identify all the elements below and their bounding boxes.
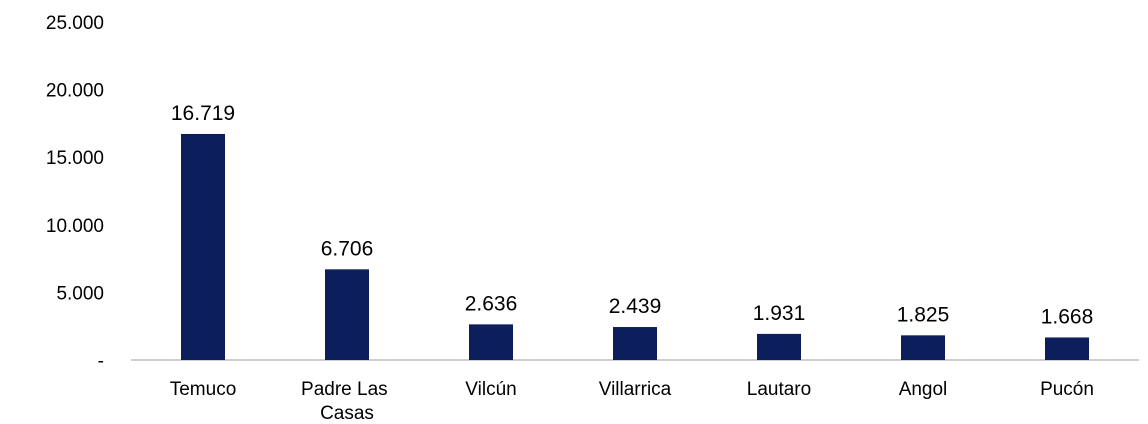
x-tick-label: Padre Las Casas (301, 379, 393, 424)
x-tick-label: Vilcún (465, 379, 516, 400)
value-label: 2.439 (609, 295, 662, 318)
x-tick-label: Temuco (170, 379, 237, 400)
value-label: 16.719 (171, 102, 235, 125)
y-tick-label: - (98, 351, 104, 372)
y-tick-label: 15.000 (46, 148, 104, 169)
value-label: 1.668 (1041, 305, 1094, 328)
label-line: Padre Las (301, 379, 393, 400)
bar (325, 269, 369, 360)
bar (613, 327, 657, 360)
bar (901, 335, 945, 360)
y-tick-label: 20.000 (46, 81, 104, 102)
x-tick-label: Lautaro (747, 379, 811, 400)
bar (181, 133, 225, 360)
value-label: 2.636 (465, 292, 518, 315)
x-tick-label: Pucón (1040, 379, 1094, 400)
x-tick-label: Angol (899, 379, 948, 400)
label-line: Casas (320, 403, 374, 424)
x-tick-label: Villarrica (599, 379, 672, 400)
value-label: 1.825 (897, 303, 950, 326)
y-tick-label: 5.000 (56, 283, 104, 304)
bar (757, 333, 801, 360)
y-tick-label: 25.000 (46, 13, 104, 34)
value-label: 1.931 (753, 302, 806, 325)
bar (1045, 337, 1089, 360)
value-label: 6.706 (321, 237, 374, 260)
bar (469, 324, 513, 360)
y-tick-label: 10.000 (46, 216, 104, 237)
